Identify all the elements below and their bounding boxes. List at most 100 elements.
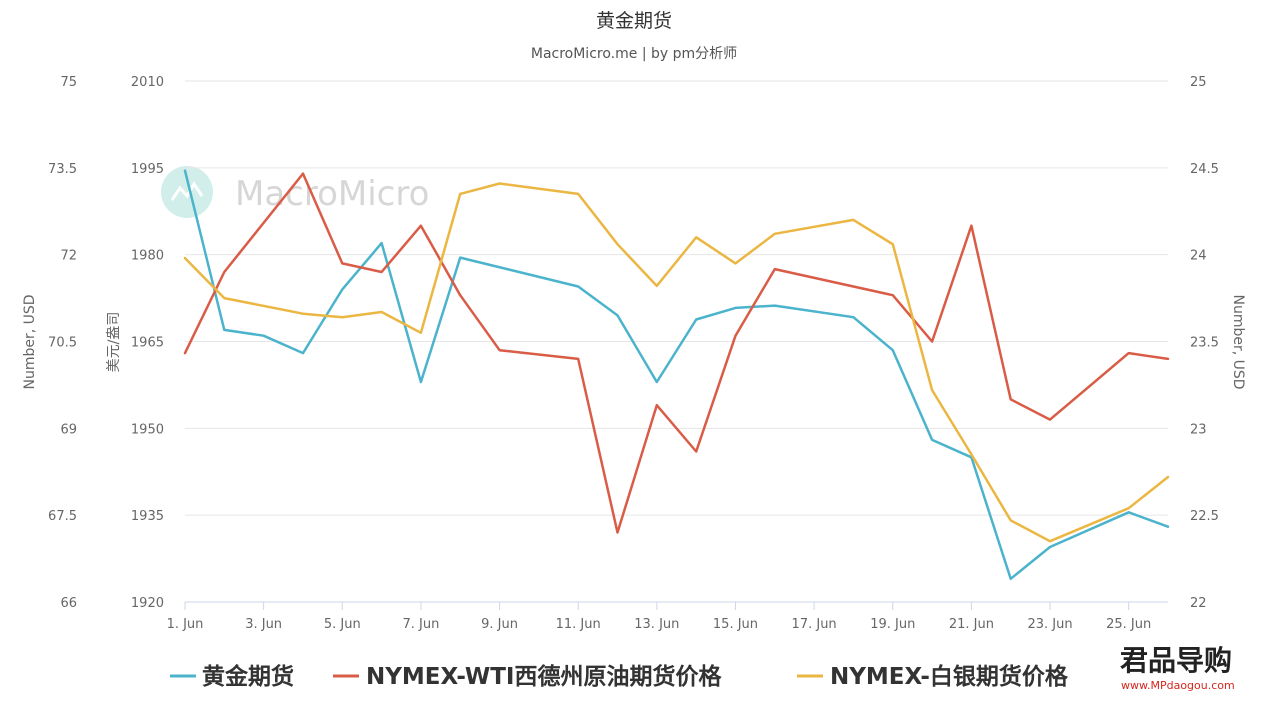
data-point[interactable] [1047, 417, 1053, 423]
data-point[interactable] [418, 379, 424, 385]
legend-item-wti[interactable]: NYMEX-WTI西德州原油期货价格 [333, 663, 722, 690]
data-point[interactable] [457, 255, 463, 261]
data-point[interactable] [772, 303, 778, 309]
data-point[interactable] [418, 223, 424, 229]
x-tick-label: 1. Jun [167, 617, 204, 632]
data-point[interactable] [379, 269, 385, 275]
data-point[interactable] [497, 347, 503, 353]
data-point[interactable] [300, 171, 306, 177]
y-tick-gold: 1980 [131, 249, 164, 264]
data-point[interactable] [1008, 576, 1014, 582]
data-point[interactable] [732, 333, 738, 339]
x-tick-label: 9. Jun [481, 617, 518, 632]
data-point[interactable] [182, 168, 188, 174]
data-point[interactable] [654, 283, 660, 289]
x-tick-label: 5. Jun [324, 617, 361, 632]
x-tick-label: 15. Jun [713, 617, 758, 632]
y-tick-silver: 22 [1190, 596, 1207, 611]
data-point[interactable] [890, 292, 896, 298]
data-point[interactable] [929, 339, 935, 345]
data-point[interactable] [693, 317, 699, 323]
data-point[interactable] [497, 180, 503, 186]
data-point[interactable] [968, 451, 974, 457]
data-point[interactable] [575, 356, 581, 362]
data-point[interactable] [1047, 544, 1053, 550]
data-point[interactable] [732, 260, 738, 266]
y-tick-gold: 1950 [131, 422, 164, 437]
data-point[interactable] [850, 284, 856, 290]
y-tick-gold: 2010 [131, 75, 164, 90]
data-point[interactable] [850, 217, 856, 223]
data-point[interactable] [339, 286, 345, 292]
legend-item-silver[interactable]: NYMEX-白银期货价格 [797, 663, 1069, 690]
data-point[interactable] [890, 347, 896, 353]
y-tick-wti: 73.5 [48, 162, 77, 177]
data-point[interactable] [1126, 505, 1132, 511]
data-point[interactable] [968, 223, 974, 229]
series-line-2[interactable] [183, 182, 1170, 543]
data-point[interactable] [339, 260, 345, 266]
y-tick-silver: 23.5 [1190, 336, 1219, 351]
data-point[interactable] [929, 387, 935, 393]
y-tick-wti: 72 [60, 249, 77, 264]
chart-title: 黄金期货 [596, 10, 672, 32]
data-point[interactable] [379, 309, 385, 315]
data-point[interactable] [182, 255, 188, 261]
y-tick-wti: 66 [60, 596, 77, 611]
data-point[interactable] [221, 295, 227, 301]
data-point[interactable] [1165, 356, 1171, 362]
series-line-1[interactable] [183, 172, 1170, 534]
x-tick-label: 21. Jun [949, 617, 994, 632]
data-point[interactable] [221, 327, 227, 333]
chart-subtitle: MacroMicro.me | by pm分析师 [531, 46, 737, 62]
data-point[interactable] [1126, 350, 1132, 356]
data-point[interactable] [457, 191, 463, 197]
y-tick-silver: 25 [1190, 75, 1207, 90]
data-point[interactable] [772, 266, 778, 272]
data-point[interactable] [890, 241, 896, 247]
data-point[interactable] [575, 191, 581, 197]
brand-watermark-url: www.MPdaogou.com [1121, 679, 1235, 692]
data-point[interactable] [457, 292, 463, 298]
data-point[interactable] [221, 269, 227, 275]
series-lines [182, 168, 1171, 582]
legend-label-gold: 黄金期货 [202, 663, 294, 690]
brand-watermark-text: 君品导购 [1120, 644, 1232, 677]
data-point[interactable] [261, 333, 267, 339]
data-point[interactable] [615, 312, 621, 318]
data-point[interactable] [615, 241, 621, 247]
data-point[interactable] [379, 240, 385, 246]
chart-header: 黄金期货 MacroMicro.me | by pm分析师 [531, 10, 737, 62]
y-tick-silver: 24.5 [1190, 162, 1219, 177]
data-point[interactable] [575, 284, 581, 290]
data-point[interactable] [1165, 524, 1171, 530]
data-point[interactable] [654, 402, 660, 408]
data-point[interactable] [1165, 474, 1171, 480]
data-point[interactable] [615, 530, 621, 536]
data-point[interactable] [300, 311, 306, 317]
data-point[interactable] [1008, 396, 1014, 402]
data-point[interactable] [693, 448, 699, 454]
series-line-0[interactable] [183, 169, 1170, 581]
data-point[interactable] [339, 314, 345, 320]
legend: 黄金期货 NYMEX-WTI西德州原油期货价格 NYMEX-白银期货价格 [170, 663, 1069, 690]
data-point[interactable] [732, 305, 738, 311]
x-tick-label: 17. Jun [792, 617, 837, 632]
data-point[interactable] [1008, 517, 1014, 523]
data-point[interactable] [929, 437, 935, 443]
data-point[interactable] [418, 330, 424, 336]
legend-item-gold[interactable]: 黄金期货 [170, 663, 294, 690]
y-tick-gold: 1920 [131, 596, 164, 611]
y-tick-wti: 69 [60, 422, 77, 437]
data-point[interactable] [300, 350, 306, 356]
data-point[interactable] [850, 314, 856, 320]
legend-label-wti: NYMEX-WTI西德州原油期货价格 [366, 663, 722, 690]
data-point[interactable] [654, 379, 660, 385]
data-point[interactable] [772, 231, 778, 237]
legend-label-silver: NYMEX-白银期货价格 [830, 663, 1069, 690]
data-point[interactable] [182, 350, 188, 356]
data-point[interactable] [693, 234, 699, 240]
data-point[interactable] [1047, 538, 1053, 544]
macromicro-watermark-text: MacroMicro [235, 174, 429, 214]
